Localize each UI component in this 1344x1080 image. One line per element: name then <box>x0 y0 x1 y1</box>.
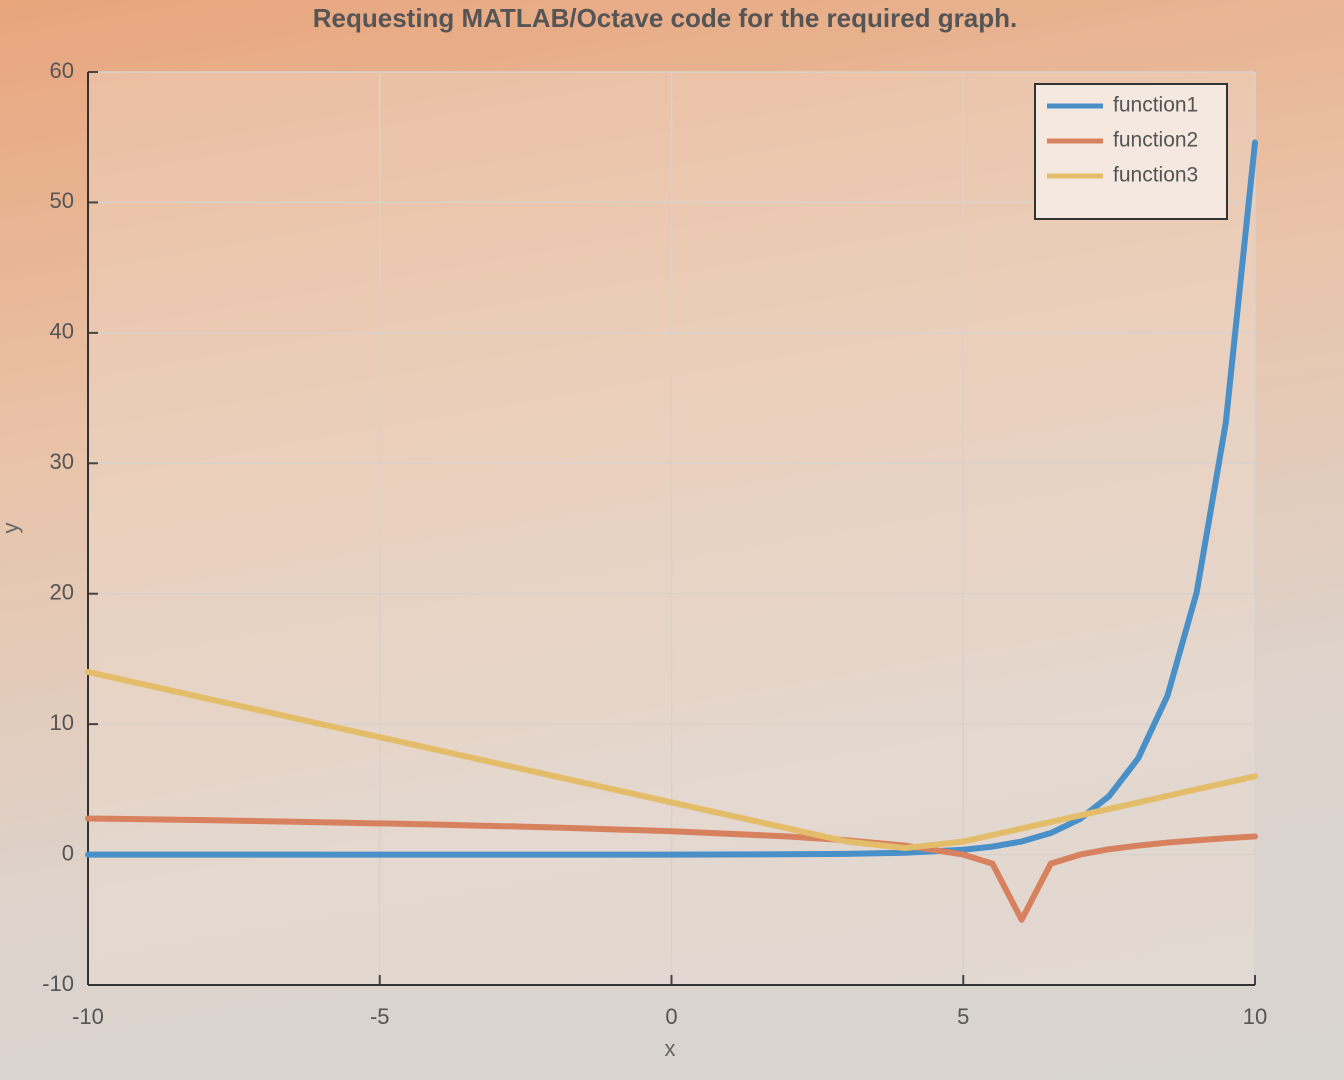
legend-label: function3 <box>1113 164 1198 187</box>
y-tick-label: 60 <box>50 58 74 83</box>
legend-label: function1 <box>1113 94 1198 117</box>
y-tick-label: 10 <box>50 710 74 735</box>
x-tick-label: -5 <box>370 1004 390 1029</box>
legend-label: function2 <box>1113 129 1198 152</box>
y-tick-label: 20 <box>50 580 74 605</box>
line-series <box>85 815 1258 923</box>
y-tick-label: 50 <box>50 188 74 213</box>
x-tick-label: 10 <box>1243 1004 1267 1029</box>
x-tick-label: 5 <box>957 1004 969 1029</box>
legend-box <box>1034 83 1228 220</box>
x-tick-label: -10 <box>72 1004 104 1029</box>
y-axis-label: y <box>0 523 23 534</box>
x-axis-label: x <box>665 1036 676 1061</box>
line-series <box>85 668 1258 852</box>
y-tick-label: 0 <box>62 840 74 865</box>
x-tick-label: 0 <box>665 1004 677 1029</box>
y-tick-label: 30 <box>50 449 74 474</box>
chart-title: Requesting MATLAB/Octave code for the re… <box>313 3 1018 33</box>
y-tick-label: 40 <box>50 319 74 344</box>
line-series <box>85 139 1258 858</box>
y-tick-label: -10 <box>42 971 74 996</box>
